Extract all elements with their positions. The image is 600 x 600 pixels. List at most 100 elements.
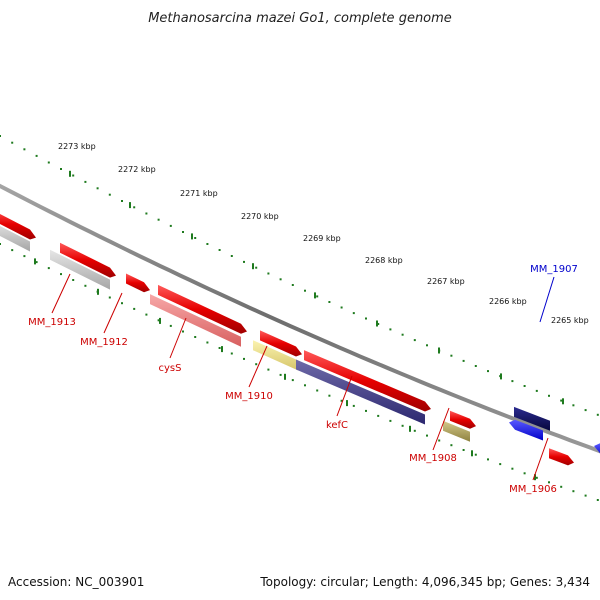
callout-line-mm-1913 [51, 273, 71, 314]
gene-shadow [296, 359, 425, 425]
genome-summary-text: Topology: circular; Length: 4,096,345 bp… [259, 575, 590, 589]
scale-dot [328, 394, 331, 397]
scale-dot [328, 301, 331, 303]
scale-dot [316, 389, 319, 392]
gene-block-cyss [158, 284, 247, 334]
scale-dot [413, 339, 416, 342]
gene-label-mm-1910[interactable]: MM_1910 [225, 391, 273, 402]
scale-dot [584, 494, 587, 497]
gene-label-mm-1907[interactable]: MM_1907 [530, 264, 578, 275]
scale-dot [596, 499, 599, 501]
gene-block-mm-1914 [0, 213, 36, 240]
scale-dot [511, 380, 514, 383]
gene-block-mm-1912 [126, 273, 150, 293]
scale-dot [35, 261, 38, 264]
callout-line-mm-1906 [532, 437, 549, 481]
scale-dot [60, 168, 62, 170]
gene-shadow [443, 420, 470, 442]
scale-dot [279, 373, 282, 376]
scale-label: 2267 kbp [427, 277, 465, 286]
scale-dot [72, 279, 75, 281]
scale-dot [548, 481, 550, 484]
gene-shadow [514, 406, 550, 431]
callout-line-mm-1910 [248, 345, 268, 388]
scale-dot [584, 409, 587, 412]
gene-label-mm-1906[interactable]: MM_1906 [509, 484, 557, 495]
inner-scale-ruler [0, 243, 599, 501]
scale-dot [365, 317, 367, 320]
scale-dot [365, 409, 367, 412]
callout-line-mm-1912 [103, 292, 123, 334]
gene-block-kefc [304, 350, 431, 412]
scale-dot [413, 429, 416, 432]
scale-dot [474, 365, 477, 367]
callout-line-mm-1907 [539, 276, 555, 323]
scale-dot [47, 267, 50, 270]
scale-dot [316, 295, 319, 298]
scale-dot [60, 273, 62, 276]
scale-dot [206, 243, 209, 245]
scale-dot [511, 467, 514, 470]
scale-dot [426, 344, 428, 347]
outer-scale-ruler [0, 135, 599, 416]
scale-dot [352, 312, 355, 315]
scale-dot [84, 284, 87, 287]
callout-line-kefc [336, 375, 353, 417]
scale-dot [389, 328, 392, 331]
scale-dot [450, 354, 453, 357]
scale-label: 2265 kbp [551, 316, 589, 325]
scale-dot [230, 352, 233, 355]
scale-label: 2269 kbp [303, 234, 341, 243]
scale-dot [157, 319, 160, 322]
scale-dot [108, 296, 111, 299]
scale-dot [84, 180, 87, 183]
scale-dot [35, 154, 38, 157]
scale-dot [121, 200, 123, 202]
callout-line-cyss [169, 317, 187, 359]
callout-line-mm-1908 [432, 407, 450, 451]
scale-dot [243, 260, 245, 263]
scale-dot [255, 266, 258, 269]
scale-dot [304, 384, 306, 387]
gene-track [0, 213, 600, 466]
scale-dot [218, 347, 221, 349]
scale-label: 2272 kbp [118, 165, 156, 174]
scale-dot [133, 206, 136, 209]
gene-label-mm-1912[interactable]: MM_1912 [80, 337, 128, 348]
scale-dot [450, 444, 453, 447]
gene-block-mm-1907 [509, 419, 543, 441]
scale-dot [401, 333, 404, 336]
scale-dot [389, 419, 392, 422]
scale-dot [560, 485, 563, 488]
genome-backbone [0, 183, 600, 454]
scale-dot [596, 413, 599, 416]
scale-dot [535, 389, 538, 392]
scale-dot [352, 404, 355, 407]
scale-dot [169, 224, 172, 227]
scale-dot [96, 187, 99, 190]
gene-block-mm-1905 [594, 443, 600, 454]
scale-dot [145, 212, 148, 215]
gene-label-kefc[interactable]: kefC [326, 420, 348, 431]
gene-label-mm-1908[interactable]: MM_1908 [409, 453, 457, 464]
scale-dot [572, 404, 575, 407]
gene-label-lines [51, 273, 555, 481]
scale-dot [0, 243, 1, 245]
scale-dot [72, 174, 75, 177]
gene-label-mm-1913[interactable]: MM_1913 [28, 317, 76, 328]
scale-dot [487, 370, 489, 373]
scale-dot [267, 272, 270, 275]
scale-dot [279, 278, 282, 281]
scale-dot [291, 284, 294, 286]
gene-shadow [253, 340, 298, 371]
scale-dot [206, 341, 209, 344]
scale-dot [340, 306, 343, 309]
scale-dot [548, 394, 550, 397]
scale-dot [474, 453, 477, 456]
gene-block-mm-1913 [60, 242, 116, 278]
gene-label-cyss[interactable]: cysS [159, 363, 182, 374]
scale-dot [462, 359, 465, 362]
scale-dot [11, 141, 14, 144]
